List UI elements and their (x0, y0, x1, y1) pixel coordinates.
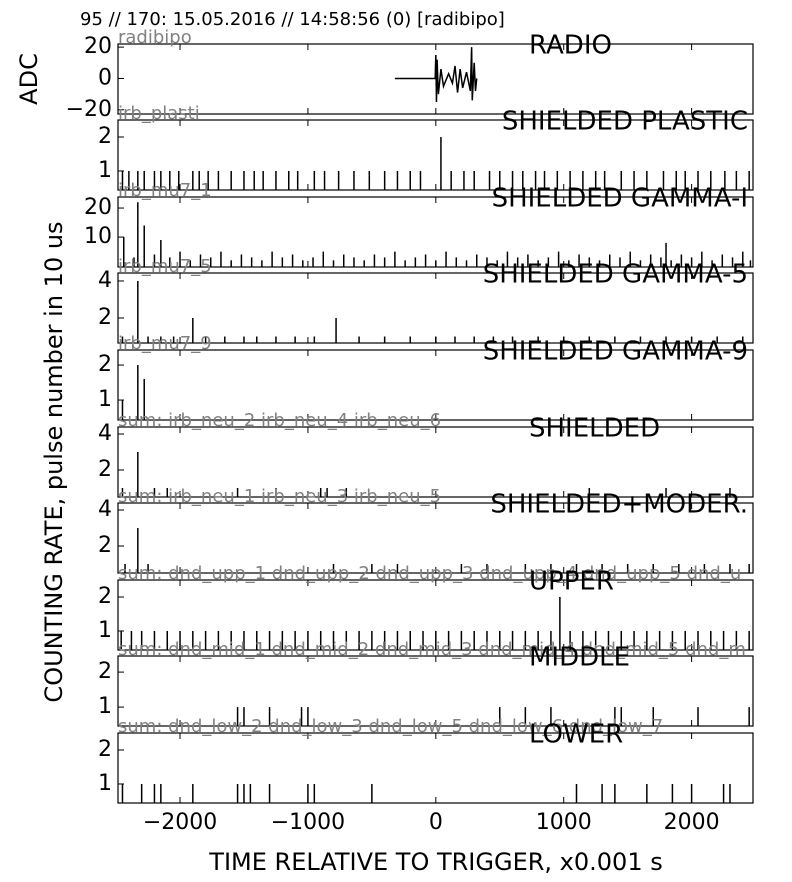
x-tick-label: 2000 (664, 810, 720, 835)
panel-title: SHIELDED PLASTIC (502, 107, 748, 137)
x-tick-label: −2000 (143, 810, 217, 835)
y-tick-label: 1 (98, 618, 112, 643)
y-tick-label: 4 (98, 268, 112, 293)
y-tick-label: 1 (98, 387, 112, 412)
panel-title: LOWER (529, 720, 623, 750)
page-title: 95 // 170: 15.05.2016 // 14:58:56 (0) [r… (80, 9, 505, 30)
y-tick-label: 1 (98, 771, 112, 796)
x-tick-label: −1000 (271, 810, 345, 835)
x-tick-label: 0 (429, 810, 443, 835)
panel-title: UPPER (529, 567, 614, 597)
panel-title: SHIELDED GAMMA-9 (483, 337, 748, 367)
source-label: sum: irb_neu_1 irb_neu_3 irb_neu_5 (118, 486, 441, 507)
y-tick-label: 1 (98, 158, 112, 183)
panel-title: SHIELDED GAMMA-5 (483, 260, 748, 290)
panel-title: SHIELDED+MODER. (490, 490, 748, 520)
y-tick-label: 1 (98, 694, 112, 719)
y-axis-label: COUNTING RATE, pulse number in 10 us (40, 221, 68, 702)
y-tick-label: −20 (66, 97, 112, 122)
y-tick-label: 2 (98, 737, 112, 762)
source-label: radibipo (118, 27, 192, 48)
y-tick-label: 2 (98, 533, 112, 558)
y-tick-label: 4 (98, 497, 112, 522)
x-tick-label: 1000 (536, 810, 592, 835)
y-tick-label: 2 (98, 124, 112, 149)
y-tick-label: 0 (98, 65, 112, 90)
y-tick-label: 2 (98, 457, 112, 482)
y-axis-label: ADC (15, 53, 43, 105)
source-label: sum: irb_neu_2 irb_neu_4 irb_neu_6 (118, 410, 441, 431)
source-label: sum: dnd_upp_1 dnd_upp_2 dnd_upp_3 dnd_u… (118, 563, 741, 584)
source-label: irb_plasti (118, 103, 200, 124)
y-tick-label: 2 (98, 584, 112, 609)
y-tick-label: 10 (84, 224, 112, 249)
y-tick-label: 2 (98, 352, 112, 377)
y-tick-label: 20 (84, 195, 112, 220)
y-tick-label: 2 (98, 305, 112, 330)
panel-frame (117, 732, 754, 804)
source-label: irb_mu7_9 (118, 333, 212, 354)
source-label: sum: dnd_mid_1 dnd_mid_2 dnd_mid_3 dnd_m… (118, 639, 746, 660)
waveform (394, 47, 478, 102)
panel-title: RADIO (529, 31, 612, 61)
panel-title: MIDDLE (529, 643, 630, 673)
panel-title: SHIELDED GAMMA-I (492, 184, 748, 214)
source-label: irb_mu7_1 (118, 180, 212, 201)
y-tick-label: 20 (84, 34, 112, 59)
y-tick-label: 4 (98, 421, 112, 446)
x-axis-label: TIME RELATIVE TO TRIGGER, x0.001 s (208, 848, 662, 876)
panel-title: SHIELDED (529, 414, 660, 444)
source-label: irb_mu7_5 (118, 256, 212, 277)
y-tick-label: 2 (98, 659, 112, 684)
source-label: sum: dnd_low_2 dnd_low_3 dnd_low_5 dnd_l… (118, 716, 663, 737)
